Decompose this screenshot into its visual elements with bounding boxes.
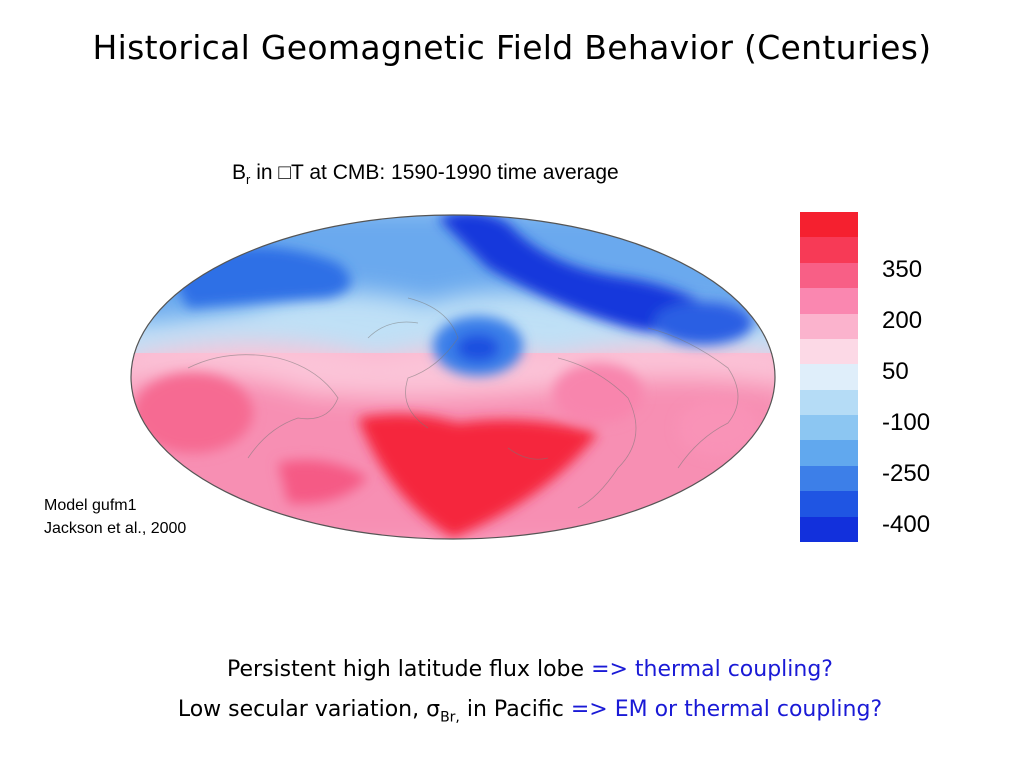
colorbar-segment bbox=[800, 288, 858, 314]
credit-reference: Jackson et al., 2000 bbox=[44, 517, 186, 540]
conclusion-line-2: Low secular variation, σBr, in Pacific =… bbox=[0, 690, 1024, 737]
conclusion-text: in Pacific bbox=[460, 697, 571, 722]
credit-model-name: Model gufm1 bbox=[44, 494, 186, 517]
colorbar-segment bbox=[800, 440, 858, 466]
caption-text: in □T at CMB: 1590-1990 time average bbox=[250, 161, 618, 184]
colorbar-segment bbox=[800, 314, 858, 340]
caption-symbol: B bbox=[232, 161, 246, 184]
colorbar-tick-label: 50 bbox=[882, 358, 909, 386]
colorbar-tick-label: -100 bbox=[882, 409, 930, 437]
geomagnetic-field-map bbox=[128, 208, 788, 546]
colorbar-segment bbox=[800, 212, 858, 238]
map-caption: Br in □T at CMB: 1590-1990 time average bbox=[232, 161, 619, 187]
conclusions: Persistent high latitude flux lobe => th… bbox=[0, 650, 1024, 737]
hammer-projection-map bbox=[128, 208, 788, 546]
colorbar-segment bbox=[800, 263, 858, 289]
colorbar-tick-label: 200 bbox=[882, 307, 922, 335]
conclusion-text: Persistent high latitude flux lobe bbox=[227, 657, 591, 682]
colorbar bbox=[800, 212, 862, 542]
colorbar-segment bbox=[800, 390, 858, 416]
conclusion-implication: => thermal coupling? bbox=[591, 657, 833, 682]
colorbar-tick-label: -400 bbox=[882, 511, 930, 539]
colorbar-segment bbox=[800, 517, 858, 543]
conclusion-text: Low secular variation, bbox=[178, 697, 426, 722]
colorbar-tick-label: 350 bbox=[882, 256, 922, 284]
colorbar-segment bbox=[800, 491, 858, 517]
model-credit: Model gufm1 Jackson et al., 2000 bbox=[44, 494, 186, 540]
sigma-subscript: Br, bbox=[440, 709, 460, 725]
slide-title: Historical Geomagnetic Field Behavior (C… bbox=[0, 28, 1024, 67]
colorbar-tick-label: -250 bbox=[882, 460, 930, 488]
colorbar-segment bbox=[800, 415, 858, 441]
colorbar-segment bbox=[800, 237, 858, 263]
conclusion-implication: => EM or thermal coupling? bbox=[571, 697, 882, 722]
colorbar-segment bbox=[800, 466, 858, 492]
conclusion-line-1: Persistent high latitude flux lobe => th… bbox=[0, 650, 1024, 690]
colorbar-segment bbox=[800, 364, 858, 390]
sigma-symbol: σ bbox=[426, 697, 440, 722]
colorbar-segment bbox=[800, 339, 858, 365]
